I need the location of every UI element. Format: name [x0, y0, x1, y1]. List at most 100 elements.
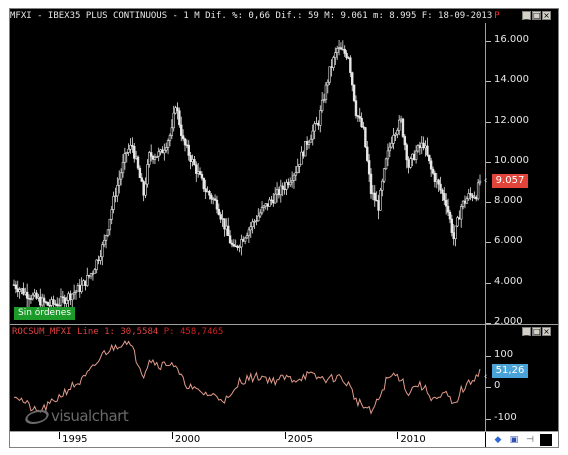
price-bar — [206, 186, 209, 193]
price-bar — [294, 166, 298, 181]
price-bar-body — [155, 155, 159, 158]
price-chart[interactable] — [10, 23, 485, 331]
price-bar-body — [170, 127, 174, 136]
price-bar-body — [86, 275, 89, 286]
price-bar-body — [31, 294, 34, 300]
save-icon[interactable]: ▣ — [509, 435, 519, 445]
price-bar-body — [97, 259, 100, 262]
maximize-button[interactable]: □ — [532, 11, 541, 20]
price-bar — [69, 290, 72, 306]
price-bar — [168, 133, 172, 147]
price-bar — [273, 187, 277, 204]
price-bar — [116, 177, 119, 203]
price-bar-body — [302, 151, 305, 157]
price-bar-body — [341, 48, 345, 51]
price-bar — [86, 267, 89, 287]
price-bar-body — [165, 147, 168, 151]
price-bar-body — [307, 141, 311, 145]
price-bar-body — [384, 158, 388, 170]
price-bar-body — [277, 189, 281, 196]
price-bar — [230, 239, 234, 248]
price-bar-body — [262, 205, 266, 208]
price-bar — [375, 191, 378, 202]
price-bar-body — [349, 57, 352, 73]
price-bar — [163, 143, 166, 161]
price-bar-body — [227, 225, 230, 237]
price-bar — [324, 81, 328, 104]
price-bar-body — [465, 198, 469, 204]
orders-badge[interactable]: Sin órdenes — [14, 307, 76, 320]
price-bar-body — [87, 275, 91, 277]
price-bar — [157, 147, 160, 162]
price-bar — [14, 280, 18, 294]
price-bar-body — [187, 144, 190, 156]
indicator-close-button[interactable]: × — [542, 327, 551, 336]
price-bar — [356, 114, 360, 122]
price-bar-body — [377, 200, 380, 211]
price-bar — [298, 163, 301, 174]
minimize-button[interactable]: _ — [522, 11, 531, 20]
indicator-label: ROCSUM_MFXI Line 1: 30,5584 — [12, 327, 159, 337]
price-bar — [56, 297, 59, 308]
close-button[interactable]: × — [542, 11, 551, 20]
price-bar — [354, 95, 358, 119]
price-bar-body — [268, 199, 271, 207]
price-bar — [97, 255, 100, 265]
visualchart-logo: visualchart — [21, 407, 129, 425]
indicator-maximize-button[interactable]: □ — [532, 327, 541, 336]
price-bar-body — [57, 304, 61, 307]
price-bar-body — [343, 48, 346, 54]
price-bar — [332, 55, 335, 71]
price-bar — [134, 150, 138, 160]
indicator-value-badge: 51,26 — [492, 364, 528, 379]
price-bar-body — [33, 292, 36, 296]
colors-icon[interactable]: ◆ — [494, 435, 502, 445]
price-bar-body — [358, 116, 361, 119]
price-bar-body — [444, 199, 448, 207]
price-bar — [463, 195, 467, 209]
price-bar — [334, 47, 337, 65]
price-bar-body — [304, 141, 307, 157]
price-bar-body — [347, 57, 350, 59]
price-bar — [444, 193, 448, 215]
price-bar — [187, 140, 190, 161]
price-bar-body — [437, 179, 440, 185]
price-bar — [95, 259, 98, 274]
price-bar-body — [364, 127, 367, 148]
price-bar — [330, 59, 333, 77]
price-bar-body — [328, 66, 331, 83]
price-bar-body — [300, 151, 303, 165]
price-bar-body — [272, 199, 275, 204]
price-bar — [189, 151, 192, 170]
price-bar-body — [14, 284, 18, 289]
price-bar — [176, 102, 179, 120]
bottom-separator — [10, 431, 558, 432]
price-bar-body — [125, 152, 128, 154]
price-bar — [439, 176, 442, 194]
price-bar-body — [80, 284, 83, 292]
price-bar — [149, 144, 153, 162]
price-bar-body — [290, 180, 294, 183]
price-axis-label: 16.000 — [494, 34, 529, 46]
price-bar — [148, 150, 151, 168]
pin-icon[interactable]: ⊣ — [526, 435, 534, 445]
black-square-icon[interactable] — [540, 434, 552, 446]
price-bar-body — [255, 220, 258, 222]
price-bar-body — [242, 239, 245, 242]
price-bar-body — [461, 200, 465, 207]
price-bar-body — [379, 189, 382, 211]
price-bar — [46, 301, 50, 306]
price-bar — [131, 137, 134, 153]
price-bar-body — [289, 181, 292, 186]
indicator-minimize-button[interactable]: _ — [522, 327, 531, 336]
price-bar-body — [431, 168, 435, 174]
price-bar — [309, 134, 313, 143]
price-bar-body — [223, 218, 226, 230]
price-bar — [320, 92, 324, 113]
last-price-badge: 9.057 — [492, 173, 528, 188]
price-bar — [183, 137, 187, 152]
indicator-chart[interactable] — [10, 331, 485, 431]
price-bar-body — [63, 297, 66, 304]
p-marker: P — [494, 11, 500, 21]
pane-separator[interactable] — [10, 324, 558, 325]
